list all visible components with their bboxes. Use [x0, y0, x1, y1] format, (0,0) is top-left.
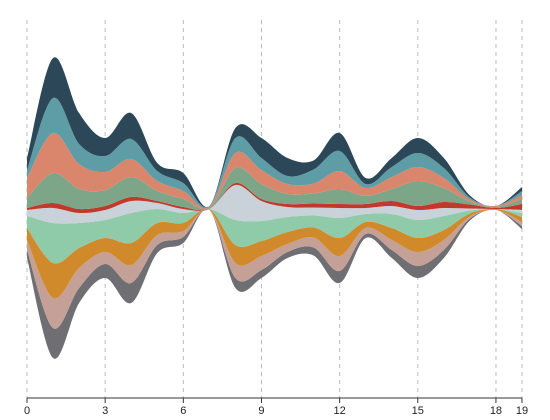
x-tick-label: 3 — [102, 405, 108, 417]
stream-layer — [27, 182, 522, 214]
stream-layer — [27, 132, 522, 210]
x-tick-label: 19 — [516, 405, 528, 417]
stream-layer — [27, 208, 522, 329]
x-tick-label: 6 — [180, 405, 186, 417]
x-tick-label: 9 — [258, 405, 264, 417]
x-tick-label: 18 — [490, 405, 502, 417]
x-tick-label: 12 — [334, 405, 346, 417]
stream-layer — [27, 57, 522, 208]
stream-layer — [27, 208, 522, 264]
stream-layer — [27, 208, 522, 359]
x-tick-label: 15 — [412, 405, 424, 417]
stream-layer — [27, 167, 522, 211]
stream-layer — [27, 184, 522, 224]
stream-layer — [27, 208, 522, 299]
x-tick-label: 0 — [24, 405, 30, 417]
stream-layer — [27, 97, 522, 209]
